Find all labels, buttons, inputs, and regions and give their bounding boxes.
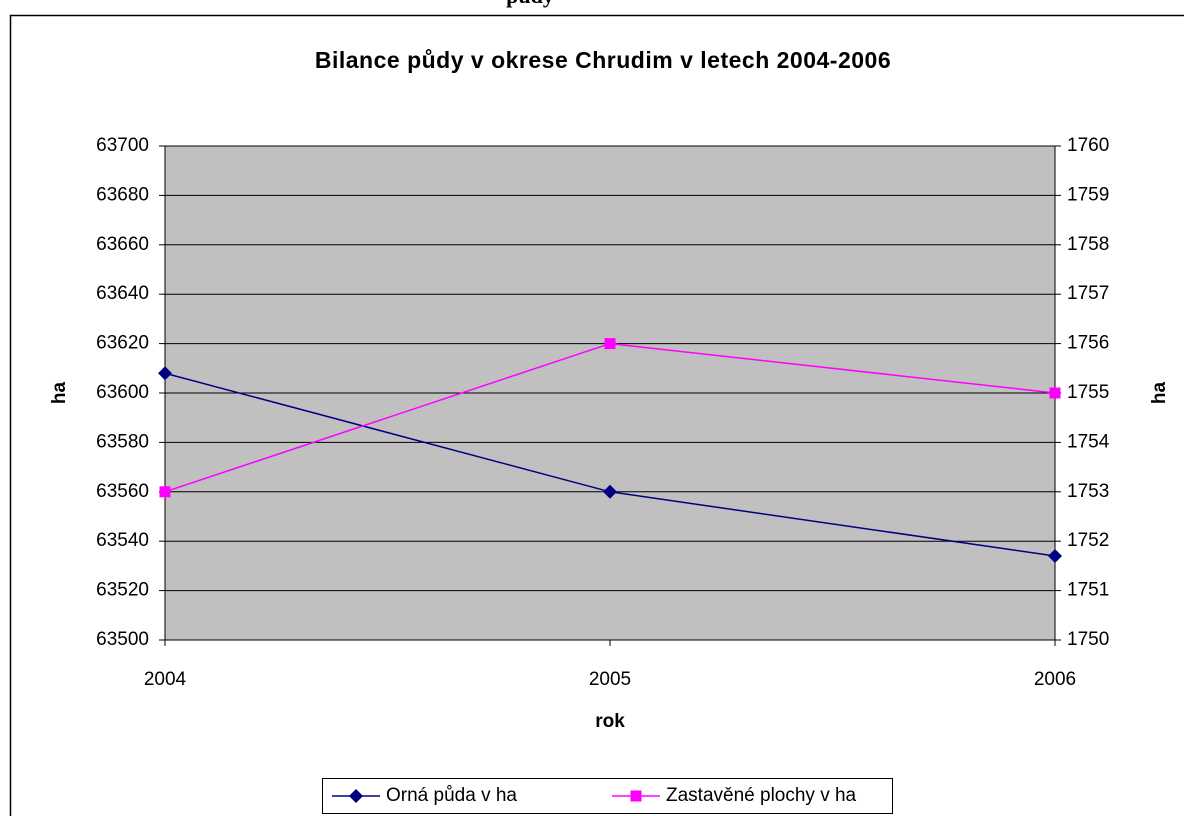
- legend-label: Zastavěné plochy v ha: [666, 785, 857, 806]
- chart-title: Bilance půdy v okrese Chrudim v letech 2…: [315, 47, 891, 73]
- x-tick-label: 2004: [144, 669, 187, 690]
- marker: [1049, 387, 1061, 399]
- y-axis-title: ha: [49, 381, 70, 404]
- y2-tick-label: 1758: [1067, 234, 1109, 255]
- x-tick-label: 2005: [589, 669, 631, 690]
- y2-tick-label: 1760: [1067, 135, 1109, 156]
- y-tick-label: 63640: [96, 283, 149, 304]
- y2-tick-label: 1750: [1067, 629, 1109, 650]
- y2-axis-title: ha: [1149, 381, 1170, 404]
- marker: [603, 484, 617, 499]
- legend: [322, 778, 893, 814]
- marker: [604, 338, 616, 350]
- y-tick-label: 63620: [96, 333, 149, 354]
- caption: půdy: [506, 0, 554, 8]
- y2-tick-label: 1755: [1067, 382, 1109, 403]
- y2-tick-label: 1754: [1067, 431, 1110, 452]
- y2-tick-label: 1757: [1067, 283, 1109, 304]
- y-tick-label: 63580: [96, 431, 149, 452]
- y-tick-label: 63700: [96, 135, 149, 156]
- y-tick-label: 63560: [96, 481, 149, 502]
- y-tick-label: 63500: [96, 629, 149, 650]
- y2-tick-label: 1756: [1067, 333, 1109, 354]
- y-tick-label: 63680: [96, 184, 149, 205]
- y2-tick-label: 1753: [1067, 481, 1109, 502]
- marker: [159, 486, 171, 498]
- y-tick-label: 63540: [96, 530, 149, 551]
- marker: [349, 789, 363, 803]
- y2-tick-label: 1752: [1067, 530, 1109, 551]
- marker: [630, 790, 642, 802]
- legend-label: Orná půda v ha: [386, 785, 517, 806]
- y2-tick-label: 1751: [1067, 580, 1109, 601]
- y2-tick-label: 1759: [1067, 184, 1109, 205]
- y-tick-label: 63660: [96, 234, 149, 255]
- marker: [158, 366, 172, 381]
- y-tick-label: 63600: [96, 382, 149, 403]
- x-tick-label: 2006: [1034, 669, 1076, 690]
- x-axis-title: rok: [595, 711, 625, 732]
- marker: [1048, 549, 1062, 564]
- y-tick-label: 63520: [96, 580, 149, 601]
